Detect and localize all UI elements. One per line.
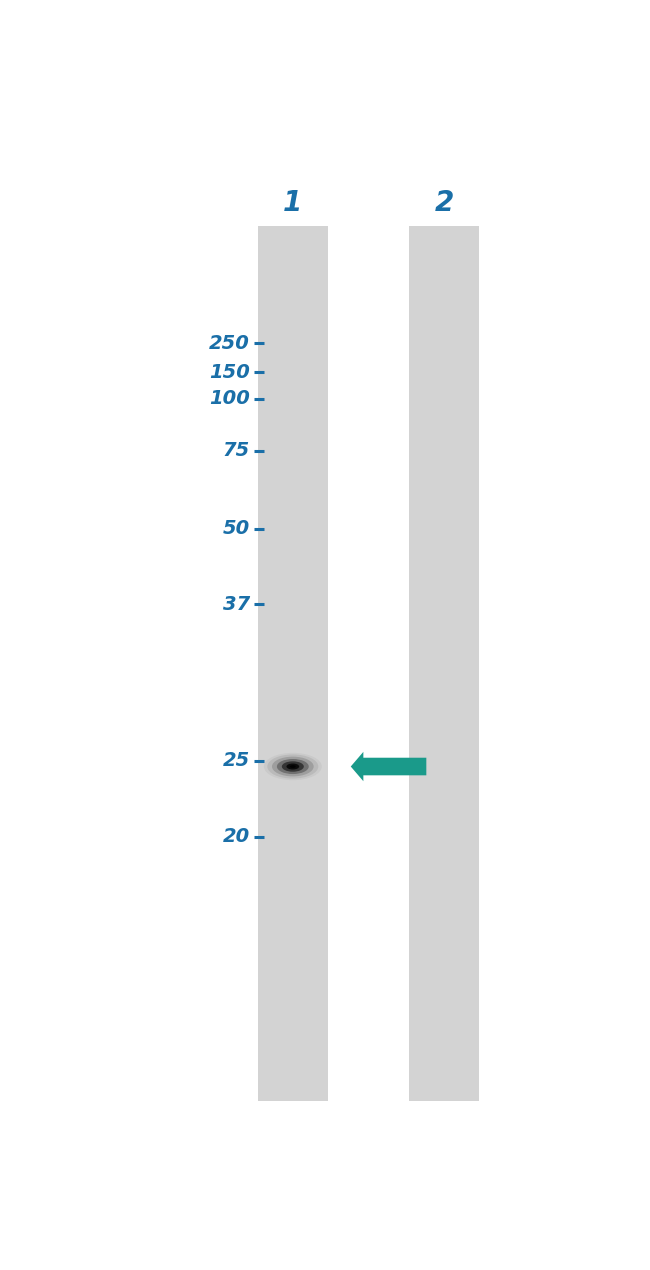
Text: 25: 25 (223, 751, 250, 770)
Bar (257, 226, 328, 1101)
Text: 250: 250 (209, 334, 250, 353)
Ellipse shape (287, 763, 299, 770)
Text: 1: 1 (283, 189, 302, 217)
Text: 37: 37 (223, 594, 250, 613)
Text: 20: 20 (223, 828, 250, 846)
Ellipse shape (290, 765, 296, 768)
Ellipse shape (282, 761, 304, 772)
Ellipse shape (272, 757, 314, 776)
Text: 50: 50 (223, 519, 250, 538)
Text: 75: 75 (223, 441, 250, 460)
Ellipse shape (277, 759, 309, 773)
Text: 2: 2 (434, 189, 454, 217)
Ellipse shape (267, 754, 318, 779)
FancyArrow shape (351, 752, 426, 781)
Text: 100: 100 (209, 390, 250, 409)
Ellipse shape (264, 753, 322, 780)
Text: 150: 150 (209, 363, 250, 382)
Bar (409, 226, 479, 1101)
